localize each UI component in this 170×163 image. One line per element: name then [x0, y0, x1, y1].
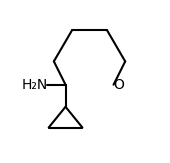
Text: O: O	[114, 78, 124, 92]
Text: H₂N: H₂N	[21, 78, 47, 92]
